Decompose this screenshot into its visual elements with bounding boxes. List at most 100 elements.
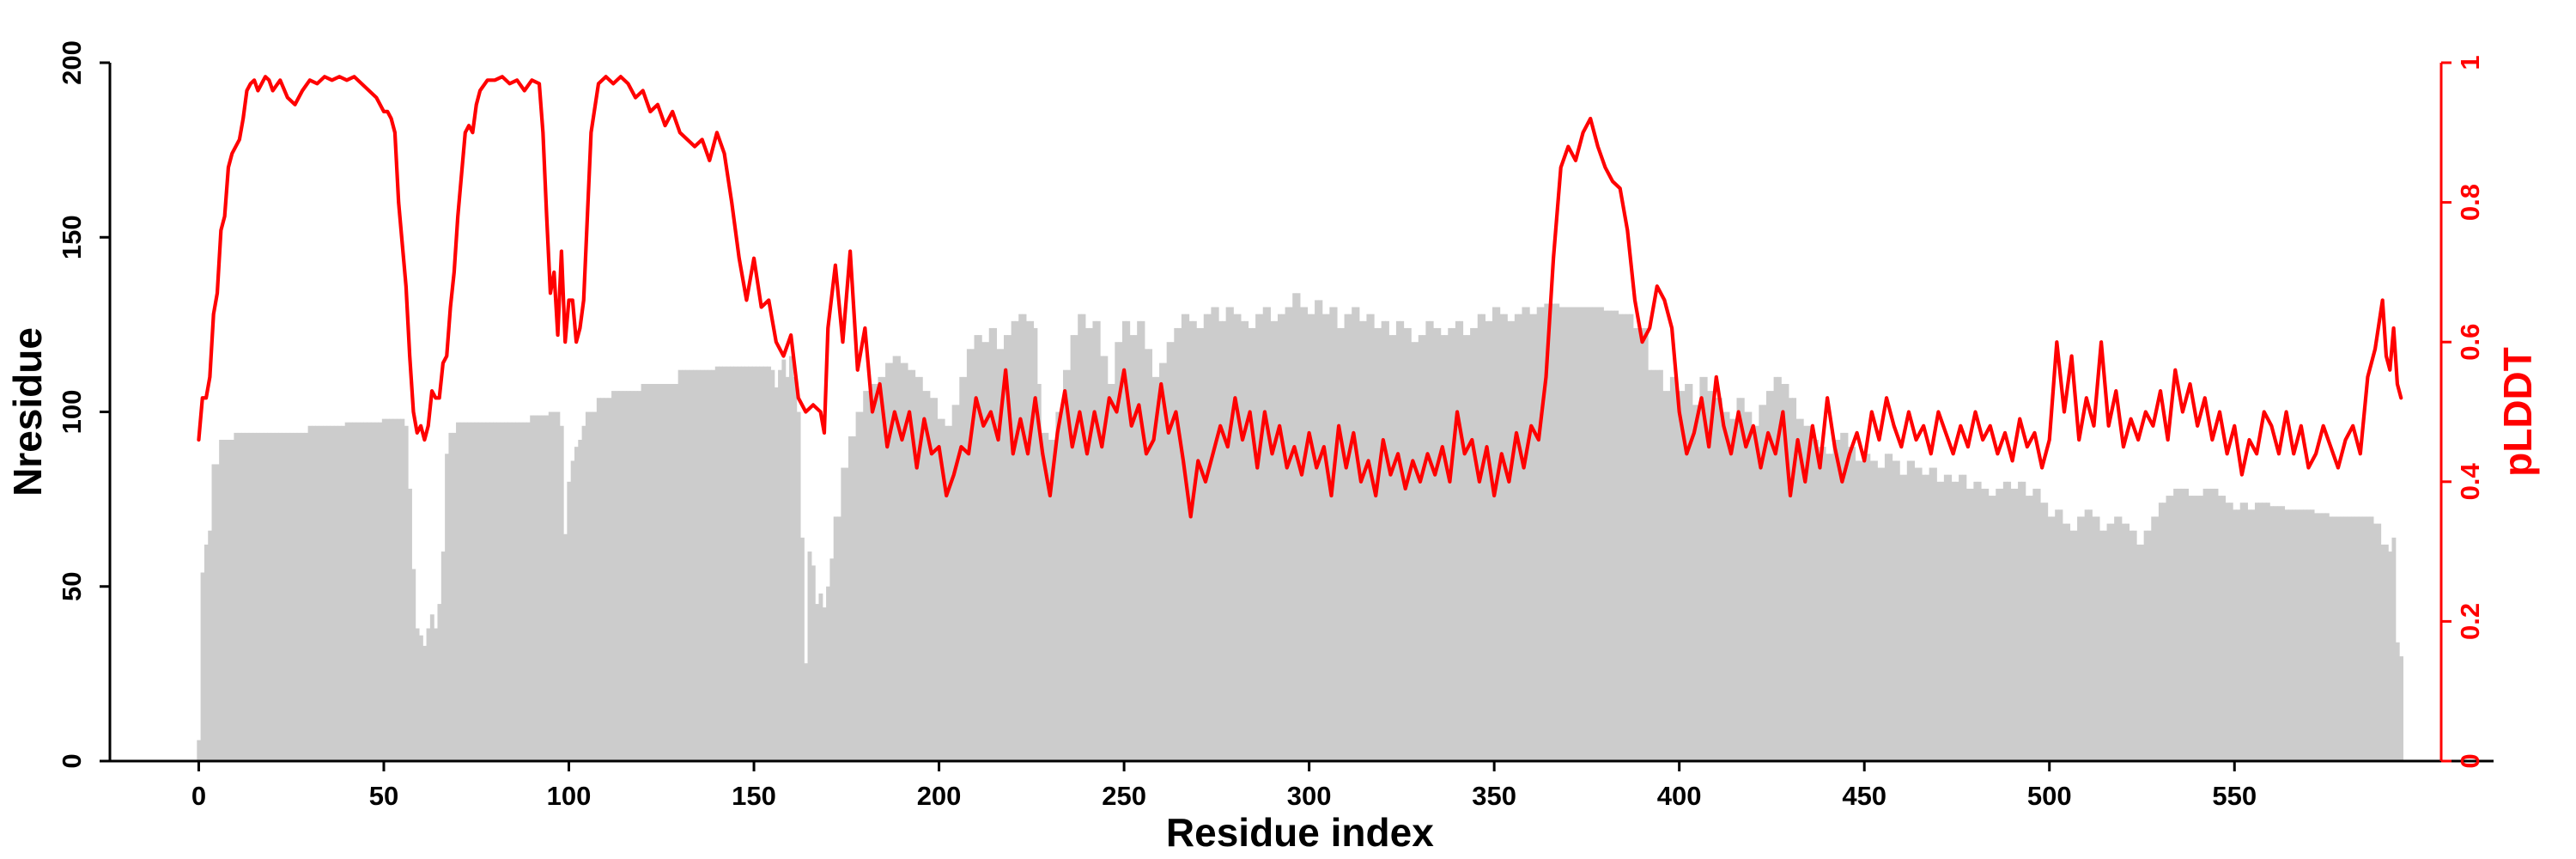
nresidue-bar — [767, 366, 772, 761]
nresidue-bar — [2281, 506, 2286, 761]
nresidue-bar — [1321, 314, 1327, 761]
nresidue-bar — [855, 411, 860, 761]
nresidue-bar — [1648, 369, 1652, 761]
nresidue-bar — [1259, 314, 1264, 761]
nresidue-bar — [1310, 314, 1315, 761]
nresidue-bar — [556, 411, 561, 761]
nresidue-bar — [1496, 307, 1501, 761]
nresidue-bar — [1637, 327, 1642, 761]
nresidue-bar — [474, 422, 479, 761]
nresidue-bar — [352, 422, 357, 761]
nresidue-bar — [322, 425, 327, 761]
y-left-axis-title: Nresidue — [5, 327, 50, 497]
nresidue-bar — [1911, 460, 1915, 761]
nresidue-bar — [2262, 503, 2267, 761]
nresidue-bar — [1455, 320, 1460, 761]
nresidue-bar — [1651, 369, 1656, 761]
nresidue-bar — [807, 551, 812, 761]
nresidue-bar — [1406, 327, 1412, 761]
nresidue-bar — [666, 383, 671, 761]
nresidue-bar — [844, 467, 849, 761]
nresidue-bar — [1710, 391, 1716, 761]
nresidue-bar — [1533, 314, 1538, 761]
nresidue-bar — [1355, 307, 1360, 761]
y-right-tick-label: 0.2 — [2455, 603, 2485, 640]
nresidue-bar — [477, 422, 483, 761]
nresidue-bar — [200, 572, 205, 761]
nresidue-bar — [1821, 447, 1826, 761]
nresidue-bar — [315, 425, 320, 761]
nresidue-bar — [829, 558, 835, 761]
nresidue-bar — [1292, 293, 1297, 761]
nresidue-bar — [1707, 391, 1711, 761]
nresidue-bar — [2329, 516, 2334, 761]
nresidue-bar — [2036, 488, 2041, 761]
nresidue-bar — [1288, 307, 1293, 761]
nresidue-bar — [1488, 320, 1493, 761]
nresidue-bar — [2395, 642, 2400, 761]
nresidue-bar — [2233, 509, 2238, 761]
nresidue-bar — [2154, 516, 2160, 761]
nresidue-bar — [2377, 523, 2382, 761]
nresidue-bar — [1932, 467, 1937, 761]
nresidue-bar — [1214, 307, 1219, 761]
nresidue-bar — [1888, 454, 1893, 761]
nresidue-bar — [389, 418, 394, 761]
nresidue-bar — [211, 464, 216, 761]
nresidue-bar — [1481, 314, 1485, 761]
nresidue-bar — [2303, 509, 2307, 761]
nresidue-bar — [2287, 509, 2293, 761]
nresidue-bar — [363, 422, 368, 761]
nresidue-bar — [1443, 335, 1449, 761]
nresidue-bar — [300, 432, 305, 761]
nresidue-bar — [2117, 516, 2123, 761]
nresidue-bar — [988, 327, 993, 761]
nresidue-bar — [2269, 506, 2275, 761]
nresidue-bar — [1991, 496, 1996, 761]
nresidue-bar — [1403, 327, 1408, 761]
nresidue-bar — [703, 369, 708, 761]
nresidue-bar — [903, 362, 908, 761]
nresidue-bar — [2007, 481, 2012, 761]
x-tick-label: 0 — [191, 781, 206, 811]
nresidue-bar — [2039, 503, 2044, 761]
nresidue-bar — [222, 440, 228, 761]
nresidue-bar — [1052, 440, 1056, 761]
nresidue-bar — [2047, 516, 2052, 761]
nresidue-bar — [1299, 307, 1304, 761]
nresidue-bar — [1118, 342, 1123, 761]
nresidue-bar — [1917, 467, 1923, 761]
nresidue-bar — [2366, 516, 2371, 761]
nresidue-bar — [426, 628, 431, 761]
nresidue-bar — [1688, 383, 1693, 761]
nresidue-bar — [918, 376, 923, 761]
nresidue-bar — [585, 411, 590, 761]
nresidue-bar — [1007, 335, 1012, 761]
nresidue-bar — [2273, 506, 2278, 761]
nresidue-bar — [1448, 327, 1453, 761]
nresidue-bar — [1614, 310, 1619, 761]
nresidue-bar — [522, 422, 527, 761]
nresidue-bar — [1832, 440, 1838, 761]
nresidue-bar — [2276, 506, 2281, 761]
nresidue-bar — [1400, 320, 1405, 761]
nresidue-bar — [1240, 320, 1245, 761]
nresidue-bar — [1281, 314, 1286, 761]
nresidue-bar — [1851, 447, 1856, 761]
nresidue-bar — [648, 383, 653, 761]
nresidue-bar — [1392, 335, 1397, 761]
nresidue-bar — [381, 418, 386, 761]
nresidue-bar — [793, 376, 798, 761]
plot-area — [197, 75, 2403, 761]
nresidue-bar — [437, 604, 442, 761]
nresidue-bar — [1818, 447, 1823, 761]
nresidue-bar — [1333, 307, 1338, 761]
nresidue-bar — [2380, 544, 2385, 761]
nresidue-bar — [1977, 481, 1982, 761]
nresidue-bar — [293, 432, 298, 761]
nresidue-bar — [1041, 432, 1046, 761]
nresidue-bar — [493, 422, 498, 761]
nresidue-bar — [1025, 320, 1030, 761]
nresidue-bar — [1296, 293, 1301, 761]
nresidue-bar — [1203, 314, 1208, 761]
